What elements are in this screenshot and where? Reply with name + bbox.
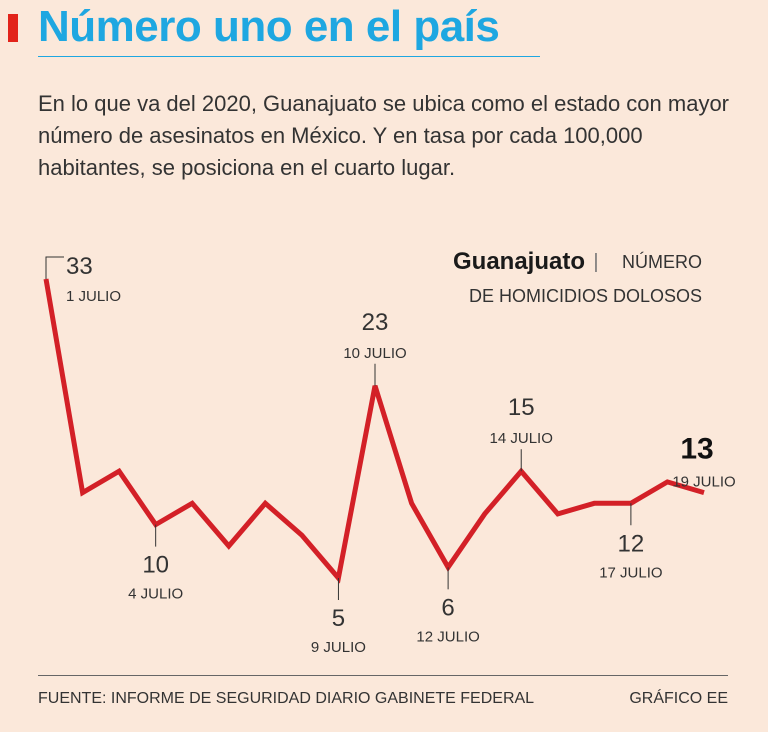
title-underline — [38, 56, 540, 57]
data-label-date: 1 JULIO — [66, 288, 121, 305]
annotation-14-julio: 15 14 JULIO — [490, 394, 553, 472]
data-label-date: 17 JULIO — [599, 564, 662, 581]
annotation-19-julio: 13 19 JULIO — [672, 433, 735, 491]
page-title: Número uno en el país — [38, 2, 500, 51]
data-label-value: 5 — [332, 605, 345, 632]
data-label-date: 19 JULIO — [672, 474, 735, 491]
data-label-value: 10 — [142, 552, 169, 579]
chart-label-separator: | — [593, 251, 598, 273]
data-label-value: 33 — [66, 253, 93, 280]
graphic-credit: GRÁFICO EE — [629, 690, 728, 707]
data-label-value: 13 — [680, 433, 713, 466]
chart-label-measure-1: NÚMERO — [622, 251, 702, 272]
annotation-17-julio: 12 17 JULIO — [599, 503, 663, 581]
page-subtitle: En lo que va del 2020, Guanajuato se ubi… — [38, 91, 730, 180]
annotation-4-julio: 10 4 JULIO — [128, 524, 183, 603]
annotation-1-julio: 33 1 JULIO — [45, 253, 121, 305]
annotation-leader — [45, 256, 64, 279]
data-label-date: 9 JULIO — [311, 639, 366, 656]
data-label-date: 12 JULIO — [416, 628, 479, 645]
annotation-12-julio: 6 12 JULIO — [416, 567, 480, 645]
data-label-date: 4 JULIO — [128, 586, 183, 603]
data-label-value: 12 — [618, 530, 645, 557]
chart-label: Guanajuato | NÚMERO DE HOMICIDIOS DOLOSO… — [453, 248, 702, 306]
annotation-10-julio: 23 10 JULIO — [343, 309, 407, 386]
data-label-value: 15 — [508, 394, 535, 421]
source-note: FUENTE: INFORME DE SEGURIDAD DIARIO GABI… — [38, 690, 535, 707]
annotation-9-julio: 5 9 JULIO — [311, 578, 366, 656]
chart-label-state: Guanajuato — [453, 248, 585, 275]
data-label-value: 6 — [441, 594, 454, 621]
data-label-date: 10 JULIO — [343, 345, 406, 362]
data-label-value: 23 — [362, 309, 389, 336]
chart-label-measure-2: DE HOMICIDIOS DOLOSOS — [469, 286, 702, 306]
footer-divider — [38, 675, 728, 676]
title-accent-bar — [8, 14, 18, 42]
data-label-date: 14 JULIO — [490, 430, 553, 447]
